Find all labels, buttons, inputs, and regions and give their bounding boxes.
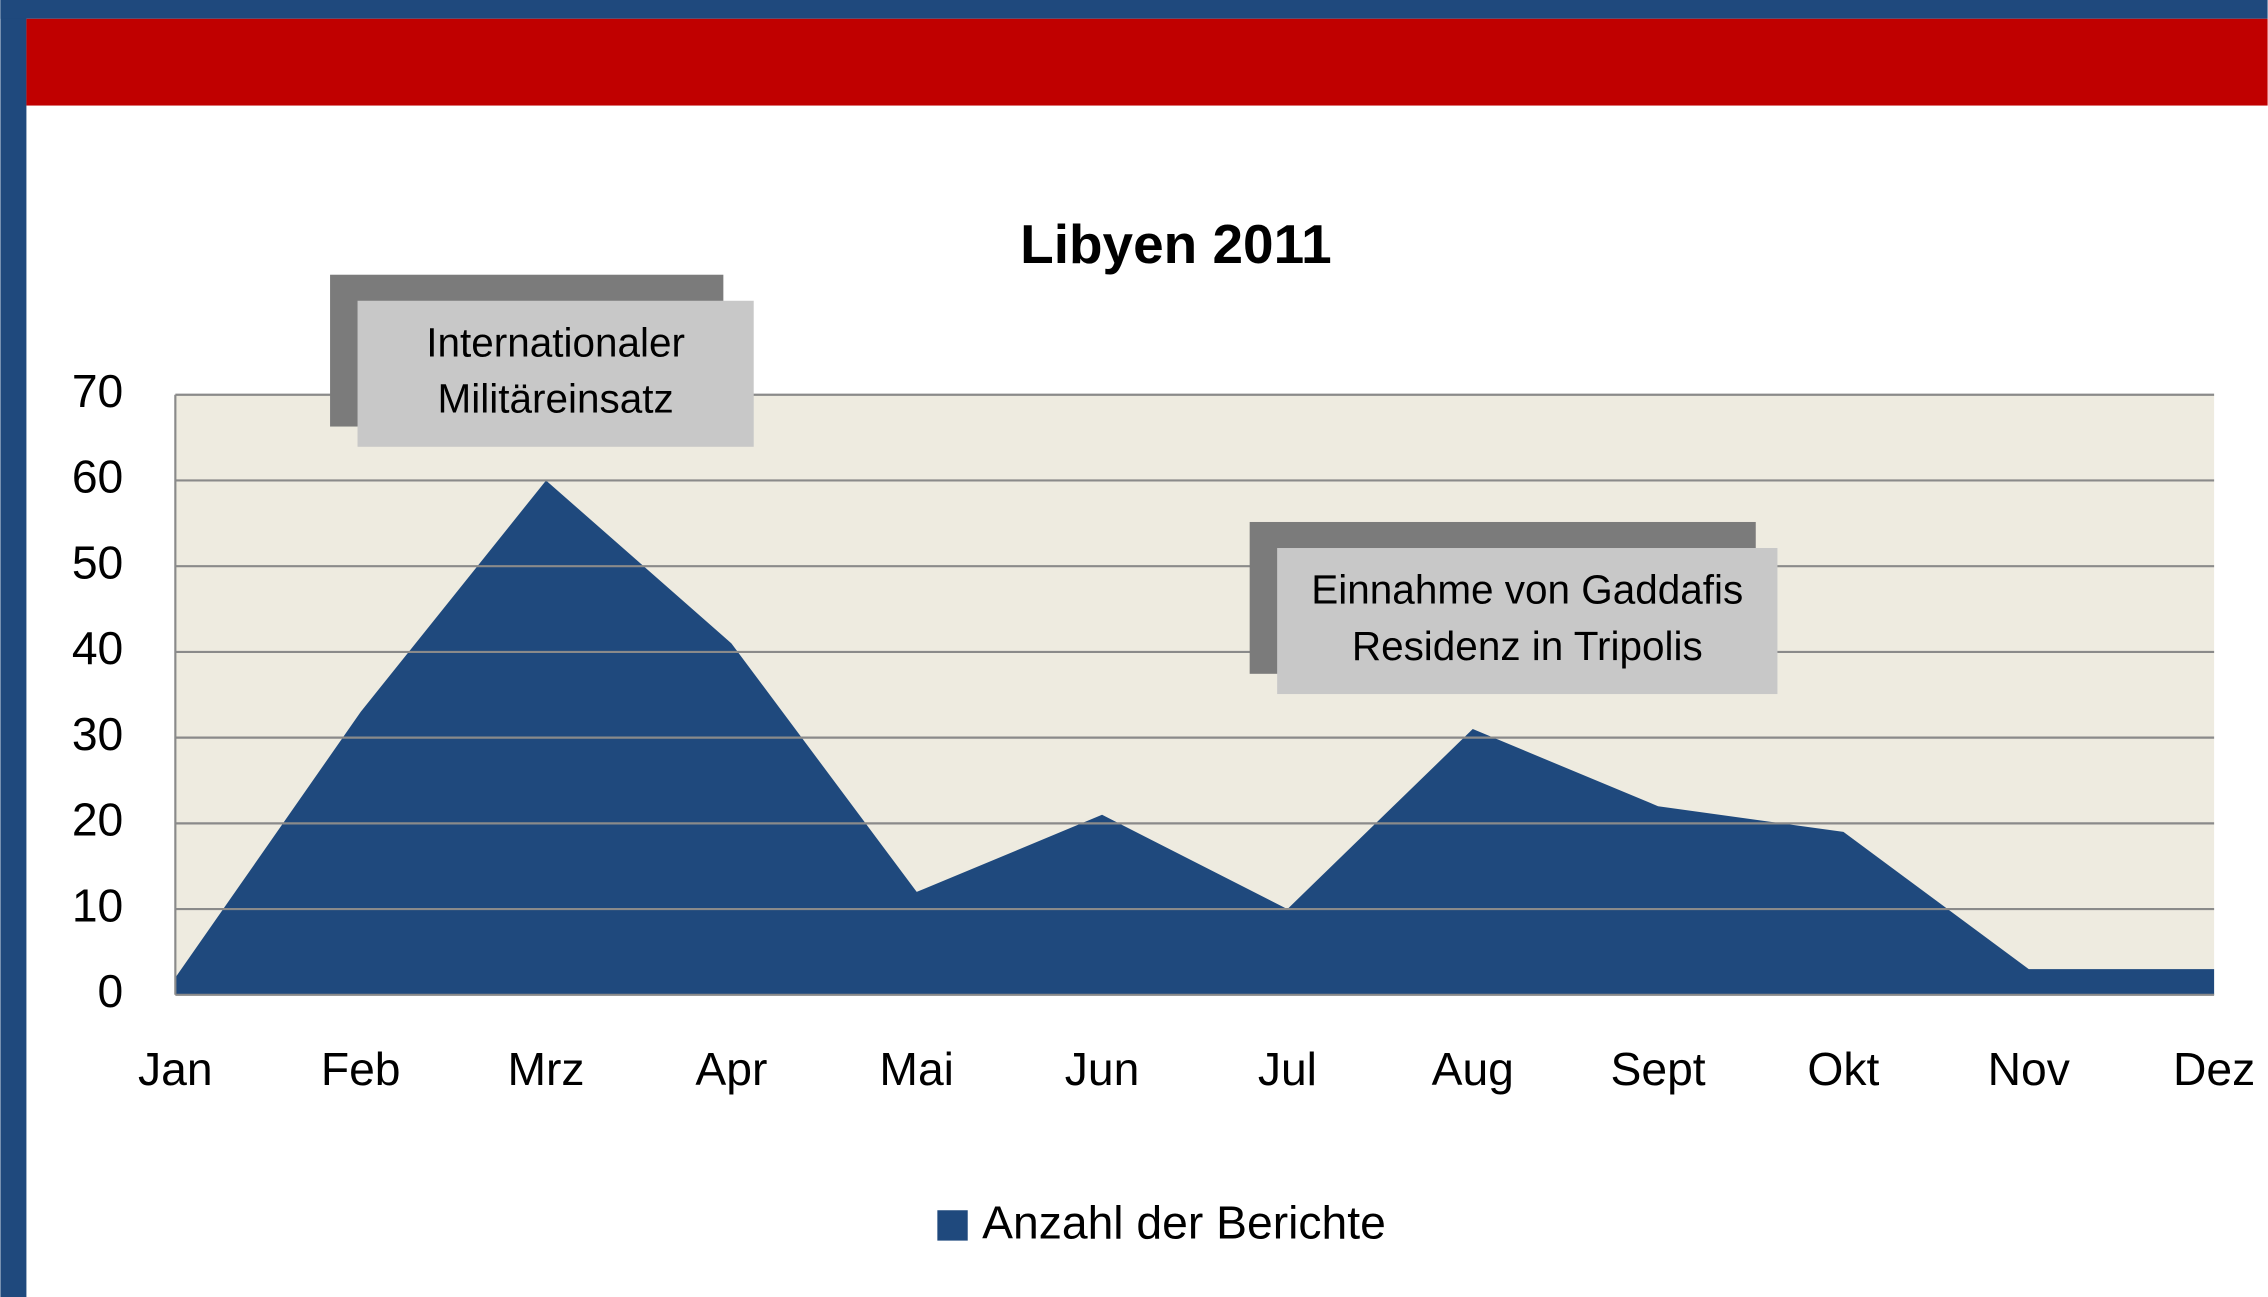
- x-tick-label: Mrz: [508, 1043, 585, 1095]
- x-tick-label: Feb: [321, 1043, 401, 1095]
- frame-left: [0, 0, 27, 1297]
- annotation-text: Einnahme von Gaddafis: [1311, 567, 1743, 613]
- y-tick-label: 40: [72, 622, 123, 674]
- annotation-box: [357, 300, 754, 447]
- annotation-text: Internationaler: [426, 319, 685, 365]
- x-tick-label: Nov: [1988, 1043, 2070, 1095]
- y-tick-label: 30: [72, 708, 123, 760]
- x-tick-label: Jun: [1065, 1043, 1140, 1095]
- x-tick-label: Mai: [879, 1043, 954, 1095]
- legend-swatch: [937, 1210, 968, 1241]
- x-tick-label: Okt: [1807, 1043, 1879, 1095]
- y-tick-label: 70: [72, 365, 123, 417]
- y-tick-label: 60: [72, 451, 123, 503]
- x-tick-label: Apr: [695, 1043, 767, 1095]
- annotation-box: [1277, 548, 1778, 695]
- x-tick-label: Jan: [138, 1043, 213, 1095]
- header-bar: [26, 18, 2268, 106]
- chart-title: Libyen 2011: [1020, 213, 1332, 275]
- y-tick-label: 20: [72, 794, 123, 846]
- y-tick-label: 50: [72, 536, 123, 588]
- x-tick-label: Dez: [2173, 1043, 2255, 1095]
- legend-label: Anzahl der Berichte: [982, 1196, 1386, 1248]
- x-tick-label: Jul: [1258, 1043, 1317, 1095]
- area: [175, 480, 2215, 995]
- x-tick-label: Aug: [1432, 1043, 1514, 1095]
- annotation-text: Militäreinsatz: [438, 376, 674, 422]
- y-tick-label: 0: [98, 965, 124, 1017]
- x-tick-label: Sept: [1611, 1043, 1706, 1095]
- frame-top: [0, 0, 2268, 19]
- y-tick-label: 10: [72, 879, 123, 931]
- annotation-text: Residenz in Tripolis: [1352, 623, 1703, 669]
